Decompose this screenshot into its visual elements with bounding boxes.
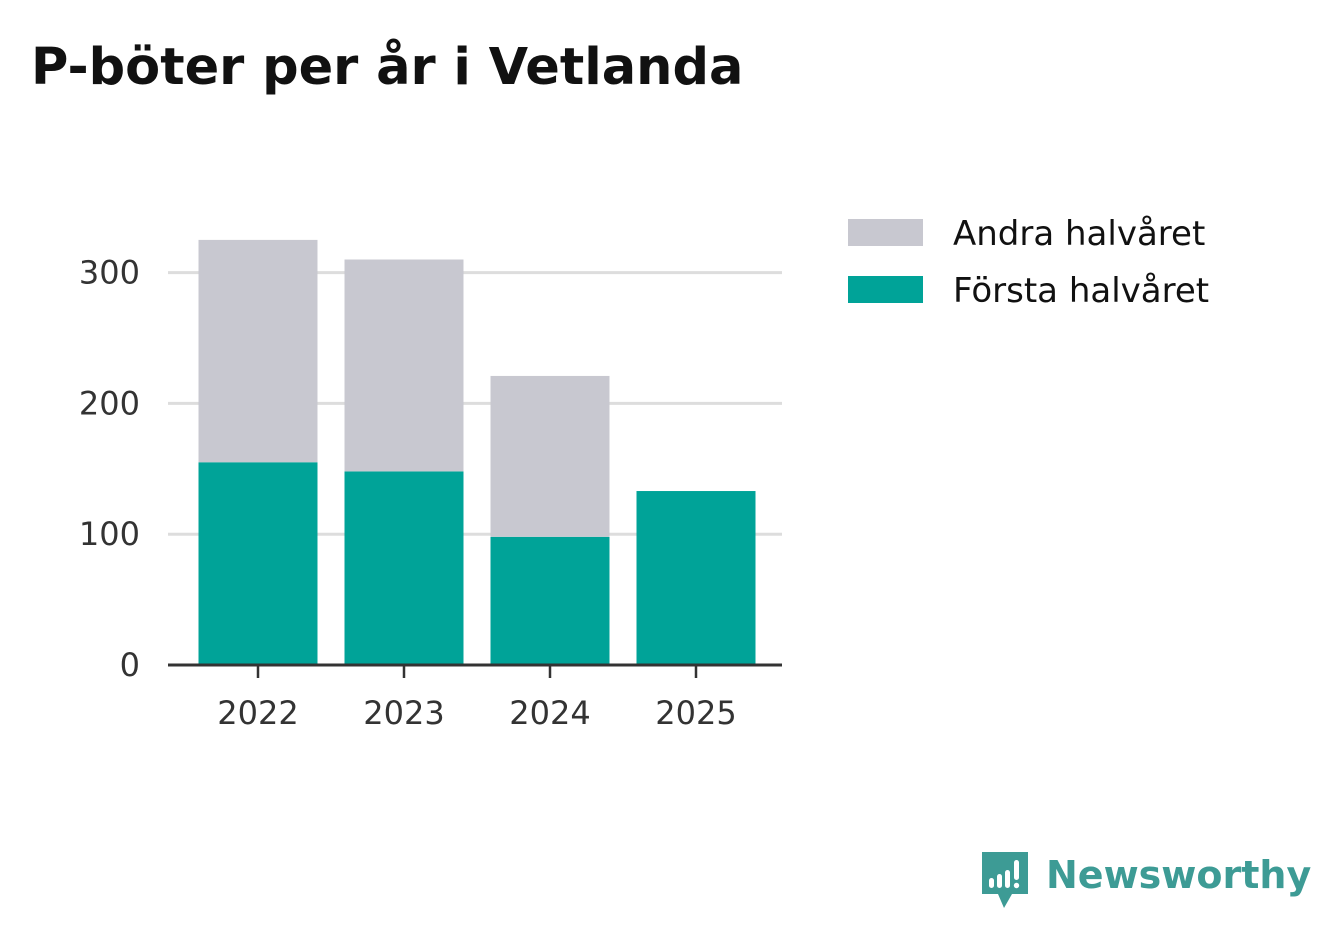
bar-2024-andra-halvåret [490, 375, 610, 537]
y-tick-label-300: 300 [79, 254, 140, 292]
x-tick-label-2024: 2024 [509, 694, 590, 732]
y-tick-label-200: 200 [79, 384, 140, 422]
bar-2023-andra-halvåret [344, 259, 464, 472]
bars [198, 239, 756, 665]
brand-logo: Newsworthy [980, 850, 1311, 912]
x-tick-label-2025: 2025 [655, 694, 736, 732]
chart-title: P-böter per år i Vetlanda [31, 38, 744, 97]
bar-2024-första-halvåret [490, 536, 610, 665]
legend-swatch-första-halvåret [848, 276, 923, 303]
x-tick-label-2023: 2023 [363, 694, 444, 732]
y-tick-label-100: 100 [79, 515, 140, 553]
brand-name: Newsworthy [1046, 853, 1312, 897]
bar-2023-första-halvåret [344, 471, 464, 665]
legend-swatch-andra-halvåret [848, 219, 923, 246]
x-tick-label-2022: 2022 [217, 694, 298, 732]
axes: 0 100 200 300 2022 2023 2024 2025 [79, 254, 782, 732]
bar-2022-andra-halvåret [198, 239, 318, 463]
bar-2022-första-halvåret [198, 462, 318, 665]
legend-label-första-halvåret: Första halvåret [953, 271, 1209, 311]
bar-2025-första-halvåret [636, 491, 756, 665]
legend: Andra halvåret Första halvåret [848, 214, 1209, 311]
newsworthy-logo-icon [982, 852, 1028, 908]
legend-label-andra-halvåret: Andra halvåret [953, 214, 1205, 254]
y-tick-label-0: 0 [120, 646, 140, 684]
